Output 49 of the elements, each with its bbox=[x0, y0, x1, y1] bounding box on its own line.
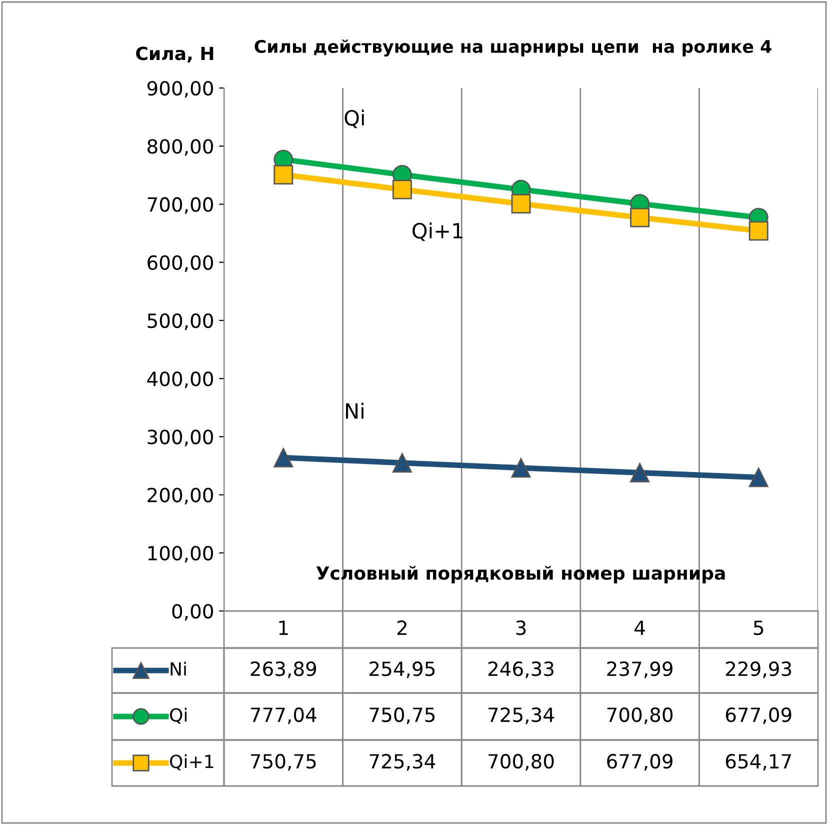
data-label: 229,93 bbox=[726, 661, 792, 678]
y-tick-label: 400,00 bbox=[147, 372, 213, 388]
data-label: 237,99 bbox=[607, 661, 672, 678]
point bbox=[630, 208, 650, 228]
data-label: 677,09 bbox=[726, 707, 792, 724]
y-tick-label: 600,00 bbox=[148, 255, 213, 272]
point bbox=[748, 468, 768, 488]
data-label: 725,34 bbox=[370, 754, 436, 771]
x-tick-label: 1 bbox=[279, 620, 288, 635]
data-label: 750,75 bbox=[370, 707, 435, 724]
y-tick-label: 200,00 bbox=[148, 488, 213, 504]
x-tick-label: 3 bbox=[516, 620, 526, 636]
point bbox=[274, 165, 294, 184]
y-axis-title: Сила, Н bbox=[136, 46, 214, 63]
data-label: 700,80 bbox=[607, 707, 673, 724]
legend-label: Ni bbox=[170, 662, 186, 676]
data-label: 654,17 bbox=[726, 754, 791, 771]
y-tick-label: 700,00 bbox=[148, 197, 213, 214]
y-tick-label: 0,00 bbox=[172, 604, 213, 621]
y-tick-label: 300,00 bbox=[148, 430, 213, 446]
text: Qi bbox=[344, 110, 364, 128]
text: Ni bbox=[346, 402, 364, 419]
x-tick-label: 5 bbox=[754, 620, 764, 636]
text: Qi+1 bbox=[412, 222, 462, 241]
data-label: 700,80 bbox=[488, 754, 554, 771]
point bbox=[630, 462, 650, 482]
y-tick-label: 100,00 bbox=[148, 546, 213, 563]
data-label: 677,09 bbox=[607, 754, 672, 771]
legend-label: Qi bbox=[170, 708, 187, 724]
data-label: 263,89 bbox=[250, 661, 316, 678]
data-label: 725,34 bbox=[488, 707, 554, 724]
y-tick-label: 500,00 bbox=[148, 313, 213, 330]
point bbox=[392, 180, 412, 200]
point bbox=[748, 221, 768, 241]
point bbox=[511, 458, 531, 478]
point bbox=[511, 194, 531, 214]
data-label: 777,04 bbox=[250, 707, 316, 724]
y-tick-label: 900,00 bbox=[147, 80, 213, 98]
point bbox=[274, 448, 294, 468]
data-label: 750,75 bbox=[250, 754, 316, 771]
x-tick-label: 4 bbox=[634, 620, 645, 635]
data-label: 254,95 bbox=[370, 661, 435, 678]
data-label: 246,33 bbox=[488, 661, 554, 678]
x-axis-title: Условный порядковый номер шарнира bbox=[316, 566, 725, 584]
point bbox=[392, 453, 412, 473]
chart-title: Силы действующие на шарниры цепи на ролике 4 bbox=[254, 39, 772, 57]
x-tick-label: 2 bbox=[397, 620, 406, 635]
legend-label: Qi+1 bbox=[170, 754, 214, 770]
y-tick-label: 800,00 bbox=[148, 139, 213, 156]
